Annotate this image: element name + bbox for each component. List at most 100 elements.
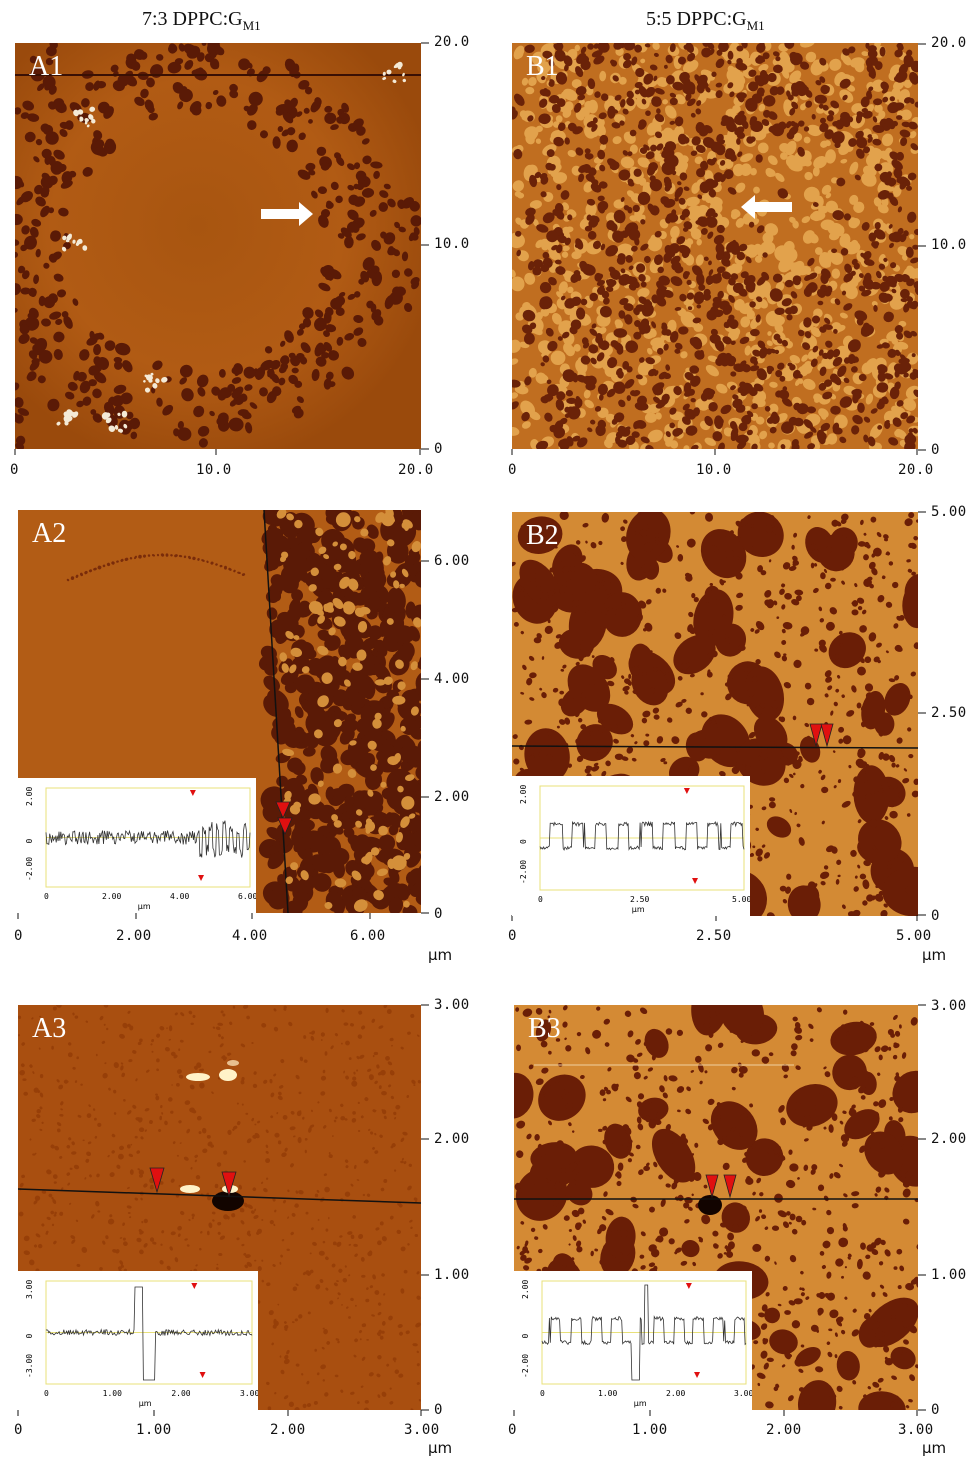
y-tick-label: 20.0 <box>931 35 967 51</box>
y-tick-label: 4.00 <box>434 671 470 687</box>
marker-triangles <box>275 801 293 835</box>
profile-marker <box>685 1283 692 1289</box>
afm-image-a2: A2 2.00 0 -2.00 0 2.00 4.00 6.00 µm <box>18 510 421 913</box>
y-tick-label: 0 <box>434 1402 443 1418</box>
y-tick-label: 10.0 <box>434 236 470 252</box>
height-profile-inset-a3: 3.00 0 -3.00 0 1.00 2.00 3.00 µm <box>18 1271 258 1410</box>
x-unit-label: µm <box>428 1439 453 1457</box>
marker-triangles <box>149 1167 237 1198</box>
y-tick-label: 3.00 <box>434 997 470 1013</box>
profile-marker <box>692 878 699 884</box>
x-tick-label: 1.00 <box>136 1422 172 1438</box>
inset-y-tick-label: -2.00 <box>519 860 528 884</box>
inset-y-tick-label: -2.00 <box>521 1354 530 1378</box>
inset-y-tick-label: 0 <box>521 1334 530 1339</box>
marker-triangles <box>705 1174 737 1199</box>
inset-y-tick-label: 2.00 <box>521 1280 530 1299</box>
y-tick-label: 6.00 <box>434 553 470 569</box>
profile-line <box>45 1286 253 1381</box>
y-tick-label: 2.50 <box>931 705 967 721</box>
x-tick-label: 3.00 <box>898 1422 934 1438</box>
y-tick-label: 2.00 <box>931 1131 967 1147</box>
panel-label-a1: A1 <box>29 51 64 82</box>
afm-image-b1: B1 <box>512 43 918 449</box>
x-tick-label: 1.00 <box>632 1422 668 1438</box>
x-tick-label: 5.00 <box>896 928 932 944</box>
inset-x-tick-label: 6.00 <box>238 892 256 901</box>
inset-x-tick-label: 4.00 <box>170 892 189 901</box>
inset-y-tick-label: 3.00 <box>25 1280 34 1299</box>
inset-x-tick-label: 1.00 <box>598 1389 617 1398</box>
x-tick-label: 2.00 <box>766 1422 802 1438</box>
inset-y-tick-label: -2.00 <box>25 857 34 881</box>
inset-x-tick-label: 0 <box>540 1389 545 1398</box>
y-tick-label: 1.00 <box>434 1267 470 1283</box>
x-tick-label: 0 <box>10 462 19 478</box>
x-tick-label: 20.0 <box>898 462 934 478</box>
inset-x-tick-label: 3.00 <box>734 1389 752 1398</box>
arrow-icon <box>741 195 792 219</box>
marker-triangles <box>809 723 834 748</box>
profile-marker <box>189 790 196 796</box>
x-tick-label: 4.00 <box>232 928 268 944</box>
x-tick-label: 2.00 <box>116 928 152 944</box>
inset-unit-label: µm <box>634 1399 647 1408</box>
profile-marker <box>199 1372 206 1378</box>
x-tick-label: 3.00 <box>404 1422 440 1438</box>
y-tick-label: 2.00 <box>434 789 470 805</box>
inset-unit-label: µm <box>138 902 151 911</box>
y-tick-label: 0 <box>931 1402 940 1418</box>
profile-marker <box>694 1372 701 1378</box>
afm-image-a3: A3 3.00 0 -3.00 0 1.00 2.00 3.00 µm <box>18 1005 421 1410</box>
panel-label-b1: B1 <box>526 51 559 82</box>
panel-label-a2: A2 <box>32 518 67 549</box>
inset-x-tick-label: 0 <box>44 892 49 901</box>
x-tick-label: 20.0 <box>398 462 434 478</box>
inset-x-tick-label: 5.00 <box>732 895 750 904</box>
x-tick-label: 0 <box>14 1422 23 1438</box>
y-tick-label: 0 <box>434 906 443 922</box>
profile-marker <box>683 788 690 794</box>
y-tick-label: 1.00 <box>931 1267 967 1283</box>
x-tick-label: 0 <box>508 1422 517 1438</box>
afm-image-b2: B2 2.00 0 -2.00 0 2.50 5.00 µm <box>512 512 918 916</box>
inset-unit-label: µm <box>139 1399 152 1408</box>
x-unit-label: µm <box>428 946 453 964</box>
x-tick-label: 2.00 <box>270 1422 306 1438</box>
height-profile-inset-b2: 2.00 0 -2.00 0 2.50 5.00 µm <box>512 776 750 916</box>
column-title-left: 7:3 DPPC:GM1 <box>142 8 261 34</box>
inset-x-tick-label: 2.00 <box>171 1389 190 1398</box>
panel-label-b2: B2 <box>526 520 559 551</box>
y-tick-label: 0 <box>434 441 443 457</box>
x-tick-label: 6.00 <box>350 928 386 944</box>
profile-marker <box>198 875 205 881</box>
column-title-sub: M1 <box>242 18 261 33</box>
x-unit-label: µm <box>922 1439 947 1457</box>
panel-label-a3: A3 <box>32 1013 67 1044</box>
inset-x-tick-label: 3.00 <box>240 1389 258 1398</box>
profile-marker <box>191 1283 198 1289</box>
height-profile-inset-a2: 2.00 0 -2.00 0 2.00 4.00 6.00 µm <box>18 778 256 913</box>
y-tick-label: 20.0 <box>434 34 470 50</box>
y-tick-label: 10.0 <box>931 237 967 253</box>
column-title-right: 5:5 DPPC:GM1 <box>646 8 765 34</box>
profile-line <box>539 820 745 851</box>
y-tick-label: 5.00 <box>931 504 967 520</box>
height-profile-inset-b3: 2.00 0 -2.00 0 1.00 2.00 3.00 µm <box>514 1271 752 1410</box>
inset-x-tick-label: 1.00 <box>103 1389 122 1398</box>
profile-line <box>541 1284 747 1381</box>
afm-image-a1: A1 <box>15 43 421 449</box>
afm-texture-a1 <box>15 43 421 449</box>
inset-y-tick-label: 2.00 <box>25 787 34 806</box>
inset-x-tick-label: 2.50 <box>630 895 649 904</box>
y-tick-label: 2.00 <box>434 1131 470 1147</box>
panel-label-b3: B3 <box>528 1013 561 1044</box>
y-tick-label: 0 <box>931 908 940 924</box>
x-unit-label: µm <box>922 946 947 964</box>
inset-y-tick-label: 0 <box>25 839 34 844</box>
x-tick-label: 2.50 <box>696 928 732 944</box>
x-tick-label: 0 <box>14 928 23 944</box>
inset-y-tick-label: 0 <box>25 1334 34 1339</box>
inset-x-tick-label: 2.00 <box>102 892 121 901</box>
x-tick-label: 0 <box>508 928 517 944</box>
